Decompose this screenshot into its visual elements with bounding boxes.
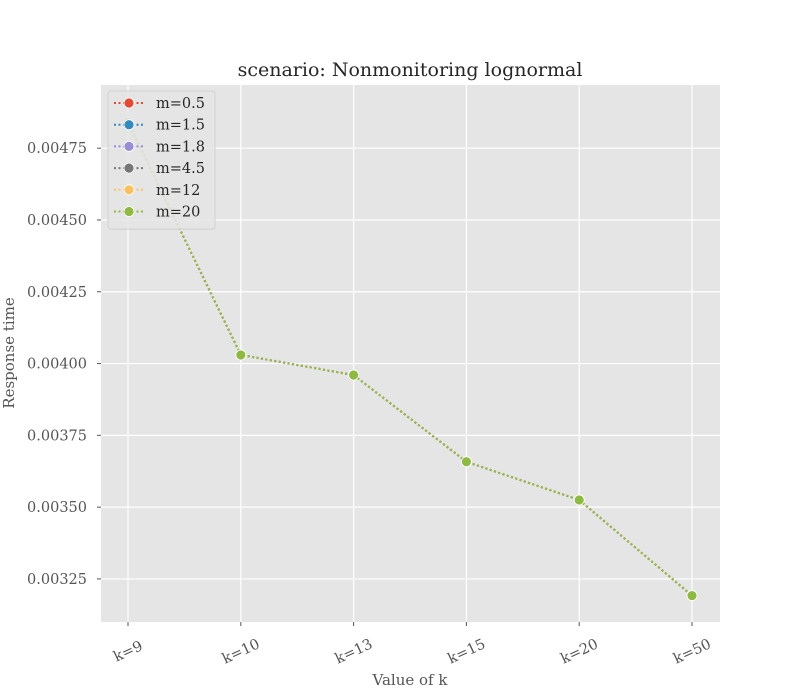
x-tick-label: k=9: [111, 638, 145, 665]
legend-label: m=1.8: [156, 139, 205, 155]
data-point: [573, 494, 585, 506]
legend-marker: [123, 162, 135, 174]
legend-marker: [123, 206, 135, 217]
y-tick-label: 0.00350: [27, 500, 87, 516]
legend-label: m=12: [156, 183, 200, 199]
legend-item: m=1.5: [114, 118, 205, 134]
legend-label: m=4.5: [156, 161, 205, 177]
legend-marker: [123, 140, 135, 152]
y-axis-label: Response time: [0, 297, 18, 409]
y-tick-label: 0.00325: [27, 572, 87, 588]
x-axis-ticks: k=9 k=10 k=13 k=15 k=20 k=50: [111, 622, 714, 667]
x-tick-label: k=15: [446, 636, 488, 667]
x-tick-label: k=50: [671, 636, 713, 667]
legend-item: m=1.8: [114, 139, 205, 155]
data-point: [686, 590, 698, 601]
x-tick-label: k=10: [220, 636, 262, 667]
series-layer: [122, 116, 698, 601]
data-point: [460, 456, 472, 468]
legend-label: m=20: [156, 205, 200, 221]
legend-item: m=12: [114, 183, 200, 199]
y-tick-label: 0.00425: [27, 285, 87, 301]
y-tick-label: 0.00475: [27, 141, 87, 157]
x-tick-label: k=20: [558, 636, 600, 667]
legend-item: m=0.5: [114, 96, 205, 112]
legend-marker: [123, 119, 135, 131]
x-axis-label: Value of k: [372, 671, 449, 689]
chart-title: scenario: Nonmonitoring lognormal: [238, 59, 583, 81]
data-point: [348, 369, 360, 381]
legend: m=0.5 m=1.5 m=1.8 m=4.5 m=12 m=20: [107, 90, 216, 230]
y-axis-ticks: 0.00325 0.00350 0.00375 0.00400 0.00425 0.004…: [27, 141, 101, 588]
data-point: [235, 349, 247, 361]
legend-box: [107, 90, 216, 230]
legend-item: m=20: [114, 205, 200, 221]
y-tick-label: 0.00450: [27, 213, 87, 229]
legend-marker: [123, 184, 135, 196]
legend-label: m=1.5: [156, 118, 205, 134]
series-m=20: [122, 116, 698, 601]
legend-label: m=0.5: [156, 96, 205, 112]
y-tick-label: 0.00375: [27, 428, 87, 444]
legend-marker: [123, 97, 135, 109]
x-tick-label: k=13: [333, 636, 375, 667]
legend-item: m=4.5: [114, 161, 205, 177]
y-tick-label: 0.00400: [27, 357, 87, 373]
